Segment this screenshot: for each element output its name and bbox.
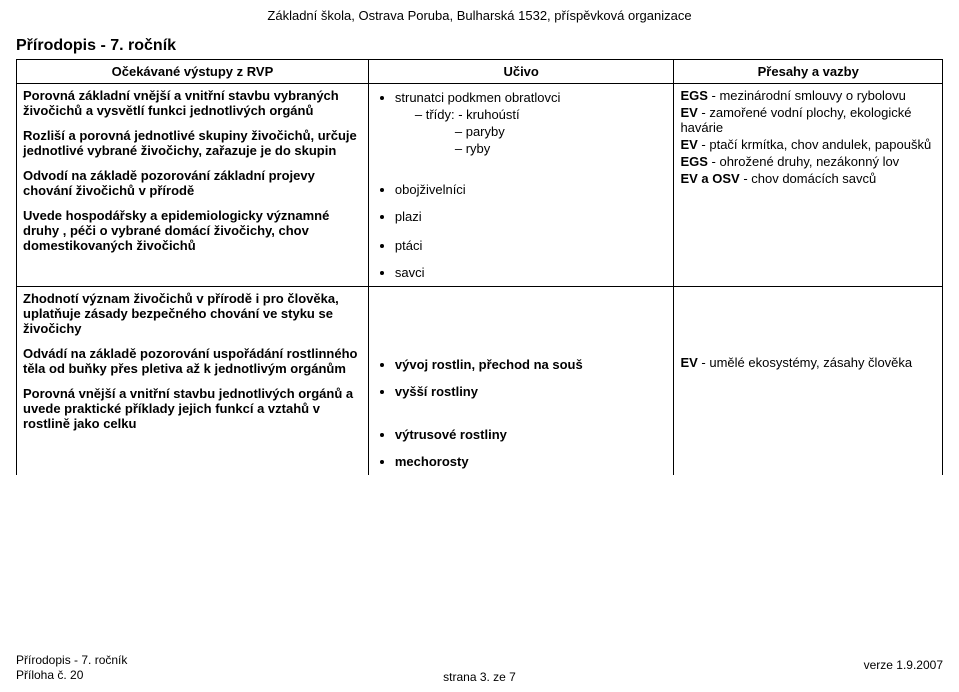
list-item: vyšší rostliny: [395, 384, 668, 399]
page-title: Přírodopis - 7. ročník: [0, 23, 959, 59]
item-text: vývoj rostlin, přechod na souš: [395, 357, 583, 372]
text: - umělé ekosystémy, zásahy člověka: [698, 355, 912, 370]
outcome-text: Porovná vnější a vnitřní stavbu jednotli…: [23, 386, 353, 431]
tag: EV: [680, 137, 697, 152]
outcome-text: Zhodnotí význam živočichů v přírodě i pr…: [23, 291, 339, 336]
list-item: třídy: - kruhoústí: [415, 107, 668, 122]
list-item: ptáci: [395, 238, 668, 253]
subject-cell: strunatci podkmen obratlovci třídy: - kr…: [368, 84, 674, 287]
item-text: výtrusové rostliny: [395, 427, 507, 442]
item-text: vyšší rostliny: [395, 384, 478, 399]
item-text: mechorosty: [395, 454, 469, 469]
text: - zamořené vodní plochy, ekologické havá…: [680, 105, 911, 135]
col-header-outcomes: Očekávané výstupy z RVP: [17, 60, 369, 84]
col-header-links: Přesahy a vazby: [674, 60, 943, 84]
outcomes-cell: Porovná základní vnější a vnitřní stavbu…: [17, 84, 369, 287]
outcomes-cell: Zhodnotí význam živočichů v přírodě i pr…: [17, 287, 369, 476]
tag: EV: [680, 105, 697, 120]
tag: EGS: [680, 88, 707, 103]
links-cell: EGS - mezinárodní smlouvy o rybolovu EV …: [674, 84, 943, 287]
list-item: ryby: [415, 141, 668, 156]
text: - ptačí krmítka, chov andulek, papoušků: [698, 137, 931, 152]
text: - ohrožené druhy, nezákonný lov: [708, 154, 899, 169]
list-item: plazi: [395, 209, 668, 224]
list-item: výtrusové rostliny: [395, 427, 668, 442]
tag: EV a OSV: [680, 171, 739, 186]
list-item: obojživelníci: [395, 182, 668, 197]
tag: EV: [680, 355, 697, 370]
outcome-text: Porovná základní vnější a vnitřní stavbu…: [23, 88, 339, 118]
table-row: Zhodnotí význam živočichů v přírodě i pr…: [17, 287, 943, 476]
list-item: vývoj rostlin, přechod na souš: [395, 357, 668, 372]
text: - mezinárodní smlouvy o rybolovu: [708, 88, 906, 103]
footer-page-number: strana 3. ze 7: [0, 670, 959, 684]
list-item: strunatci podkmen obratlovci třídy: - kr…: [395, 90, 668, 156]
col-header-subject: Učivo: [368, 60, 674, 84]
school-header: Základní škola, Ostrava Poruba, Bulharsk…: [0, 0, 959, 23]
tag: EGS: [680, 154, 707, 169]
table-header-row: Očekávané výstupy z RVP Učivo Přesahy a …: [17, 60, 943, 84]
outcome-text: Uvede hospodářsky a epidemiologicky význ…: [23, 208, 329, 253]
outcome-text: Odvodí na základě pozorování základní pr…: [23, 168, 315, 198]
footer-version: verze 1.9.2007: [864, 658, 943, 672]
list-item: savci: [395, 265, 668, 280]
links-cell: EV - umělé ekosystémy, zásahy člověka: [674, 287, 943, 476]
footer-subject: Přírodopis - 7. ročník: [16, 653, 127, 669]
list-item: mechorosty: [395, 454, 668, 469]
list-item: paryby: [415, 124, 668, 139]
outcome-text: Odvádí na základě pozorování uspořádání …: [23, 346, 357, 376]
table-row: Porovná základní vnější a vnitřní stavbu…: [17, 84, 943, 287]
item-text: strunatci podkmen obratlovci: [395, 90, 560, 105]
curriculum-table-wrapper: Očekávané výstupy z RVP Učivo Přesahy a …: [0, 59, 959, 475]
curriculum-table: Očekávané výstupy z RVP Učivo Přesahy a …: [16, 59, 943, 475]
text: - chov domácích savců: [740, 171, 877, 186]
subject-cell: vývoj rostlin, přechod na souš vyšší ros…: [368, 287, 674, 476]
outcome-text: Rozliší a porovná jednotlivé skupiny živ…: [23, 128, 357, 158]
